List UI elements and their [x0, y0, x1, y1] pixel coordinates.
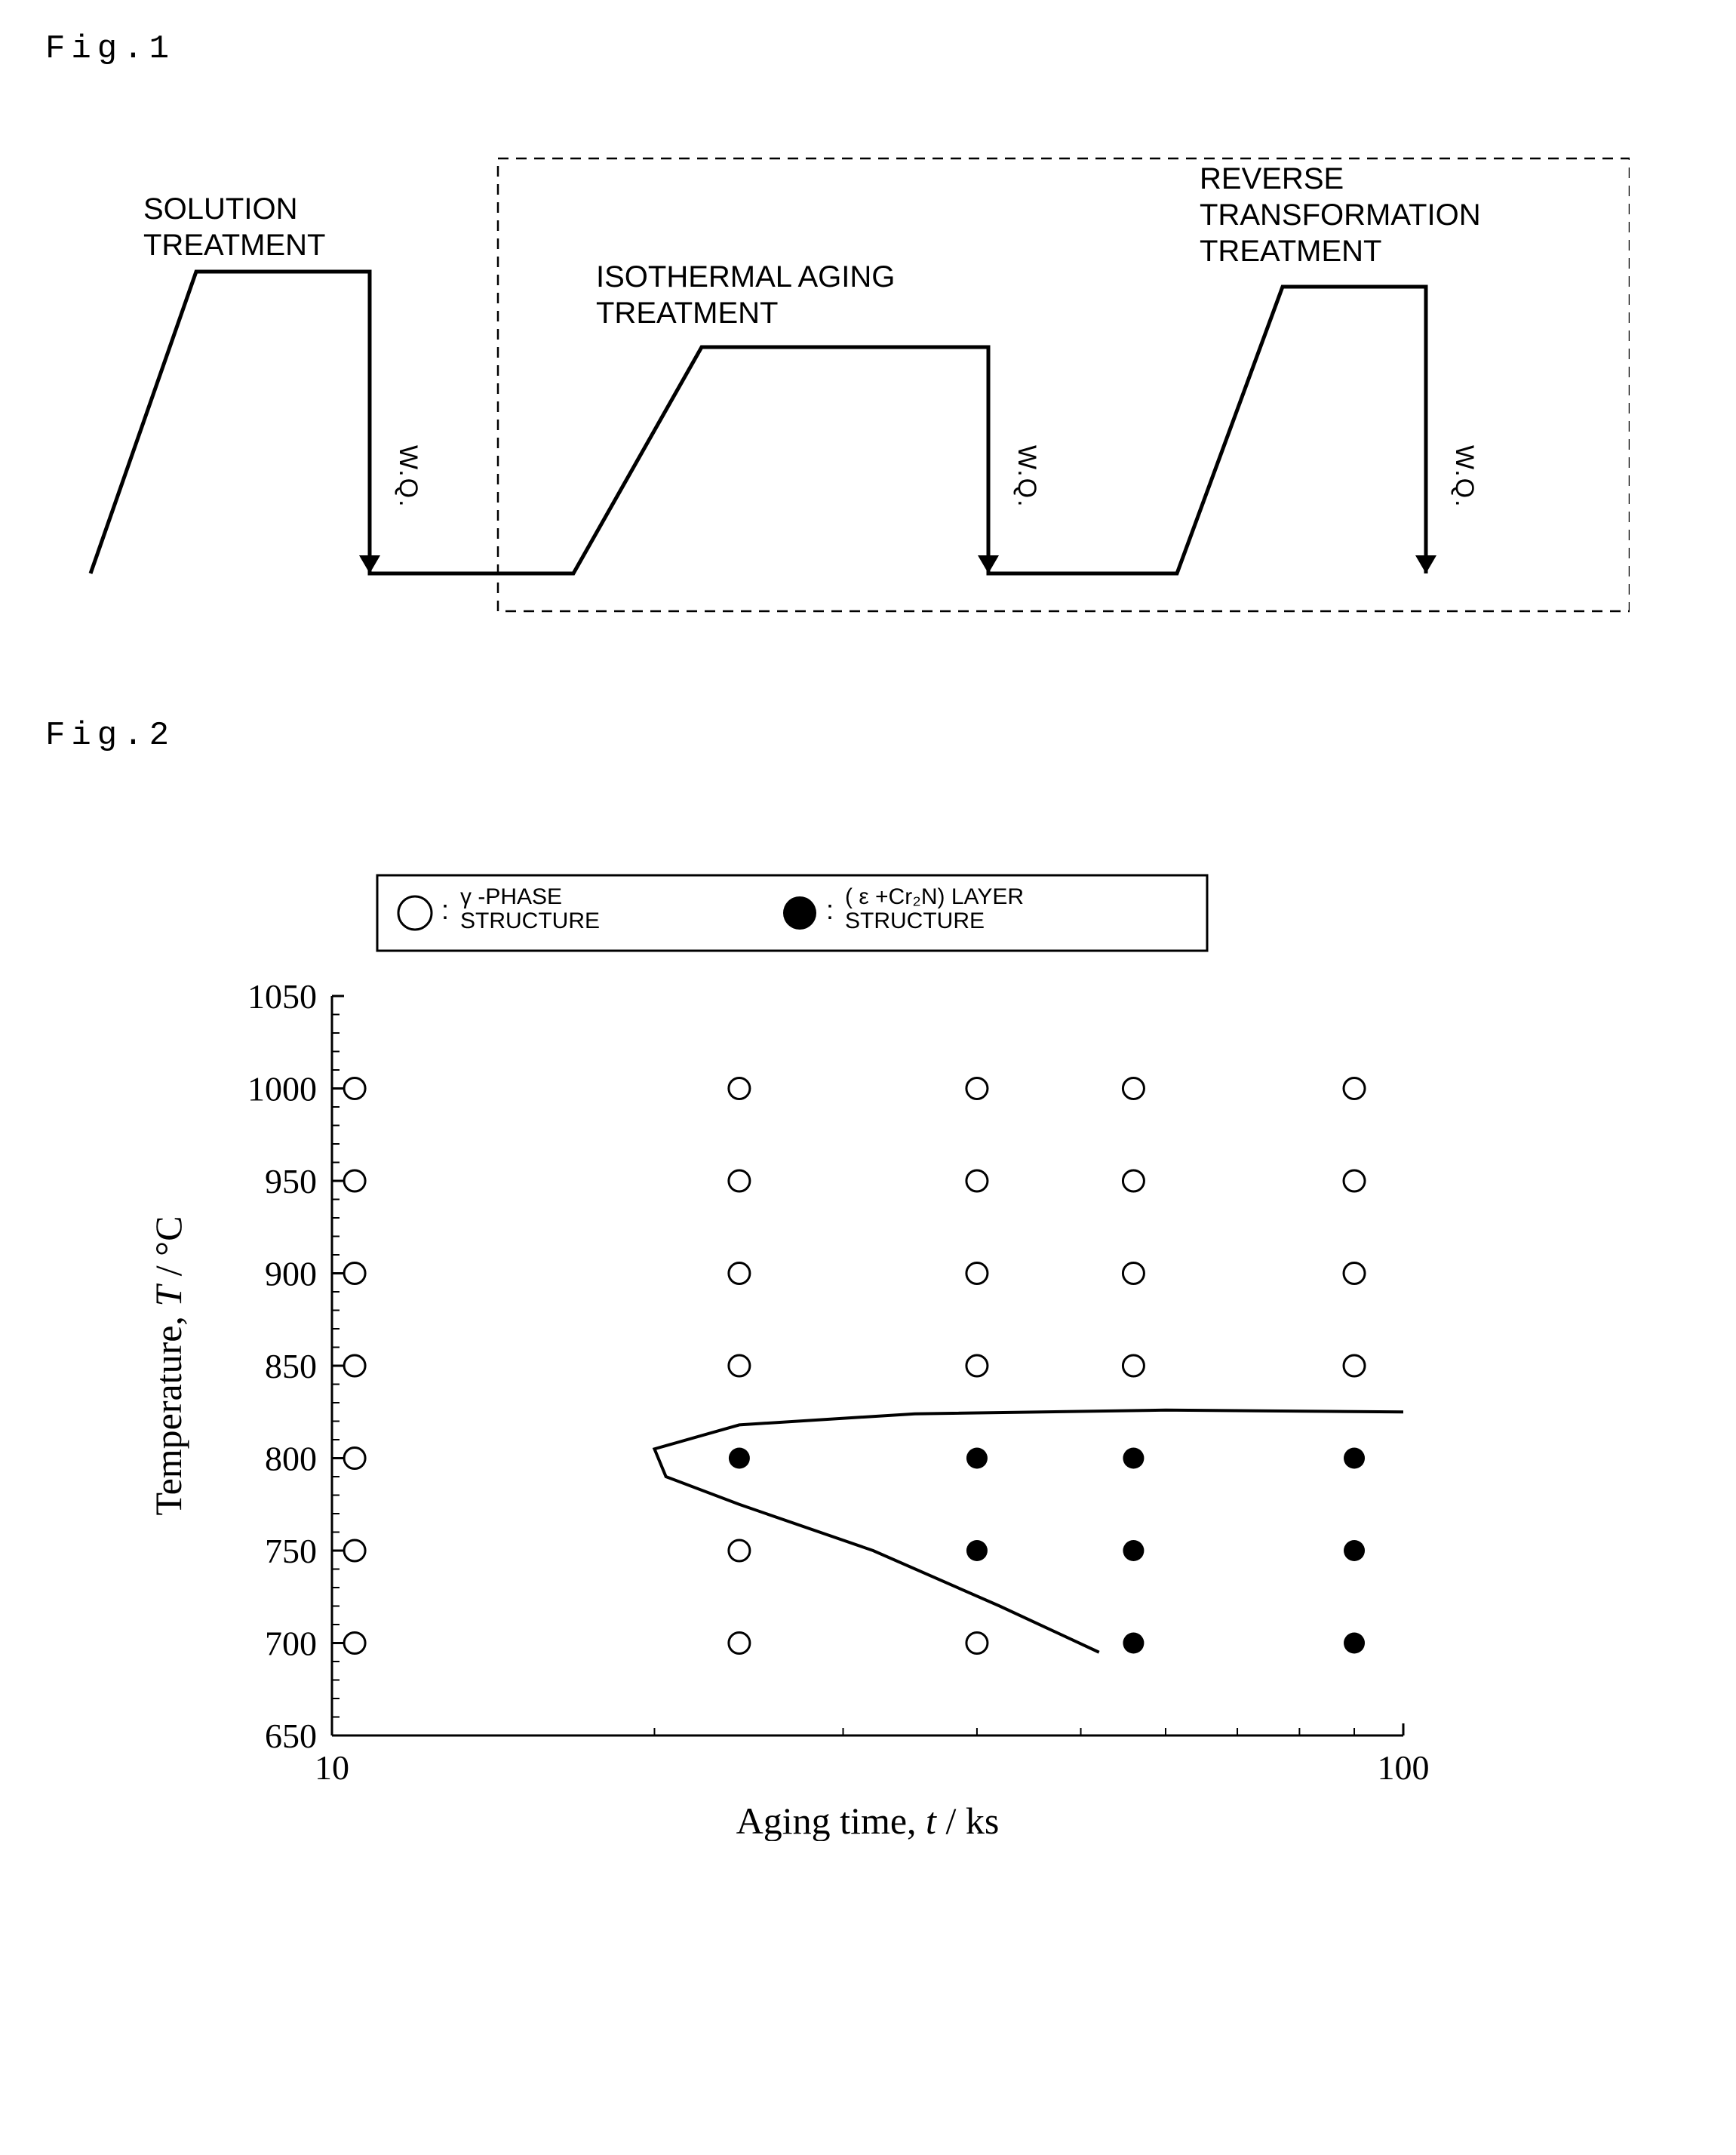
svg-text:950: 950 [265, 1162, 317, 1200]
svg-text:900: 900 [265, 1255, 317, 1293]
svg-text:Temperature, T / °C: Temperature, T / °C [147, 1216, 189, 1516]
fig1-label: Fig.1 [45, 30, 1691, 68]
fig2-svg: : γ -PHASESTRUCTURE: ( ε +Cr₂N) LAYERSTRUC… [45, 785, 1630, 1841]
svg-text:650: 650 [265, 1717, 317, 1755]
fig1-diagram: SOLUTIONTREATMENT ISOTHERMAL AGINGTREATME… [45, 91, 1691, 656]
fig2-label: Fig.2 [45, 717, 1691, 755]
svg-text::: : [826, 894, 834, 925]
svg-text:ISOTHERMAL AGINGTREATMENT: ISOTHERMAL AGINGTREATMENT [596, 260, 895, 330]
svg-text:750: 750 [265, 1532, 317, 1570]
svg-text:100: 100 [1378, 1748, 1430, 1787]
svg-text::: : [441, 894, 449, 925]
fig1-svg: SOLUTIONTREATMENT ISOTHERMAL AGINGTREATME… [45, 91, 1630, 656]
svg-text:( ε +Cr₂N) LAYERSTRUCTURE: ( ε +Cr₂N) LAYERSTRUCTURE [845, 884, 1024, 933]
svg-text:10: 10 [315, 1748, 349, 1787]
fig2-chart: : γ -PHASESTRUCTURE: ( ε +Cr₂N) LAYERSTRUC… [45, 785, 1691, 1841]
svg-text:1000: 1000 [247, 1070, 317, 1108]
svg-text:800: 800 [265, 1440, 317, 1478]
svg-text:γ -PHASESTRUCTURE: γ -PHASESTRUCTURE [460, 884, 600, 933]
svg-text:1050: 1050 [247, 977, 317, 1016]
svg-text:W.Q.: W.Q. [1450, 445, 1479, 509]
svg-text:Aging time, t / ks: Aging time, t / ks [736, 1800, 1000, 1841]
svg-text:REVERSETRANSFORMATIONTREATMENT: REVERSETRANSFORMATIONTREATMENT [1200, 162, 1481, 268]
svg-text:W.Q.: W.Q. [1012, 445, 1041, 509]
svg-text:W.Q.: W.Q. [394, 445, 422, 509]
svg-text:700: 700 [265, 1625, 317, 1663]
svg-text:SOLUTIONTREATMENT: SOLUTIONTREATMENT [143, 192, 325, 262]
svg-text:850: 850 [265, 1347, 317, 1385]
